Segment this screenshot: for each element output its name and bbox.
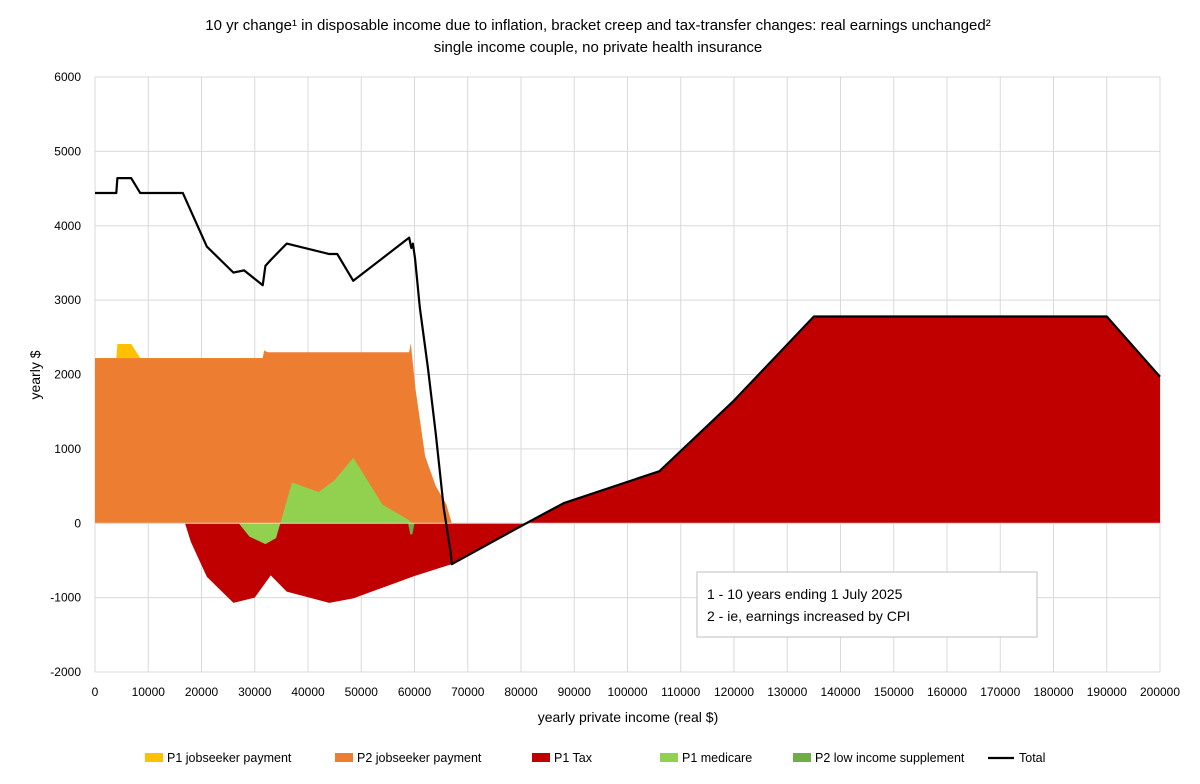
- x-tick-labels: 0 10000 20000 30000 40000 50000 60000 70000 8000…: [92, 685, 1181, 699]
- y-tick-label: 6000: [54, 70, 81, 84]
- x-tick-label: 120000: [714, 685, 754, 699]
- area-p1-medicare: [238, 457, 412, 545]
- annotation-box: 1 - 10 years ending 1 July 2025 2 - ie, …: [696, 571, 1038, 638]
- y-tick-label: -1000: [50, 591, 81, 605]
- legend-swatch-p2-jobseeker-payment: [335, 753, 353, 762]
- area-series: [95, 316, 1160, 603]
- x-tick-label: 0: [92, 685, 99, 699]
- legend-swatch-p2-low-income-supplement: [793, 753, 811, 762]
- x-tick-label: 130000: [767, 685, 807, 699]
- y-tick-label: -2000: [50, 665, 81, 679]
- x-tick-label: 190000: [1087, 685, 1127, 699]
- x-tick-label: 160000: [927, 685, 967, 699]
- x-tick-label: 110000: [661, 685, 700, 699]
- line-total: [95, 177, 1161, 566]
- chart-subtitle: single income couple, no private health …: [434, 39, 763, 56]
- line-series: [95, 177, 1161, 566]
- x-tick-label: 80000: [504, 685, 538, 699]
- y-tick-label: 0: [74, 516, 81, 530]
- y-axis-label: yearly $: [27, 350, 43, 399]
- y-tick-label: 1000: [54, 442, 81, 456]
- x-tick-label: 70000: [451, 685, 485, 699]
- legend: P1 jobseeker payment P2 jobseeker payment…: [145, 751, 1045, 765]
- x-tick-label: 100000: [607, 685, 647, 699]
- y-tick-label: 5000: [54, 144, 81, 158]
- legend-swatch-p1-tax: [532, 753, 550, 762]
- x-tick-label: 140000: [820, 685, 860, 699]
- legend-label-total: Total: [1019, 751, 1045, 765]
- legend-label-p1-tax: P1 Tax: [554, 751, 593, 765]
- legend-label-p2-jobseeker-payment: P2 jobseeker payment: [357, 751, 482, 765]
- y-tick-labels: -2000 -1000 0 1000 2000 3000 4000 5000 6000: [50, 70, 81, 679]
- area-p2-low-income-supplement: [408, 523, 415, 535]
- legend-label-p1-medicare: P1 medicare: [682, 751, 752, 765]
- chart-title: 10 yr change¹ in disposable income due t…: [205, 17, 990, 34]
- x-tick-label: 170000: [980, 685, 1020, 699]
- x-tick-label: 30000: [238, 685, 272, 699]
- y-tick-label: 3000: [54, 293, 81, 307]
- x-tick-label: 150000: [874, 685, 914, 699]
- x-tick-label: 40000: [291, 685, 325, 699]
- area-p1-tax: [95, 316, 1160, 603]
- legend-swatch-p1-jobseeker-payment: [145, 753, 163, 762]
- x-tick-label: 10000: [132, 685, 166, 699]
- y-tick-label: 4000: [54, 219, 81, 233]
- x-tick-label: 50000: [345, 685, 379, 699]
- x-tick-label: 200000: [1140, 685, 1180, 699]
- y-tick-label: 2000: [54, 368, 81, 382]
- x-tick-label: 20000: [185, 685, 219, 699]
- annotation-line-1: 1 - 10 years ending 1 July 2025: [707, 586, 903, 602]
- x-tick-label: 180000: [1033, 685, 1073, 699]
- legend-swatch-p1-medicare: [660, 753, 678, 762]
- annotation-line-2: 2 - ie, earnings increased by CPI: [707, 608, 910, 624]
- legend-label-p1-jobseeker-payment: P1 jobseeker payment: [167, 751, 292, 765]
- x-axis-label: yearly private income (real $): [538, 709, 719, 725]
- x-tick-label: 90000: [558, 685, 592, 699]
- legend-label-p2-low-income-supplement: P2 low income supplement: [815, 751, 965, 765]
- x-tick-label: 60000: [398, 685, 432, 699]
